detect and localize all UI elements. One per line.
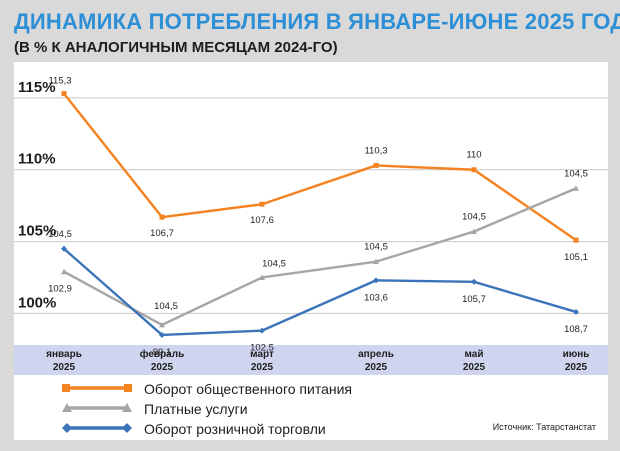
data-label-gray: 104,5 [262, 258, 286, 269]
legend-label-orange: Оборот общественного питания [144, 381, 352, 397]
x-tick-month: апрель [358, 349, 394, 360]
legend-marker-orange [62, 384, 132, 392]
data-label-gray: 104,5 [154, 301, 178, 312]
data-point-blue [61, 245, 67, 252]
data-label-blue: 105,7 [462, 294, 486, 305]
data-point-orange [373, 162, 379, 168]
legend-item-gray: Платные услуги [62, 400, 248, 420]
series-line-blue [63, 247, 577, 337]
data-point-gray [259, 274, 265, 280]
data-label-gray: 104,5 [564, 168, 588, 179]
legend-label-gray: Платные услуги [144, 401, 248, 417]
data-label-gray: 102,9 [48, 284, 72, 295]
data-label-orange: 105,1 [564, 252, 588, 263]
data-point-orange [159, 214, 165, 220]
data-label-orange: 106,7 [150, 228, 174, 239]
data-label-gray: 104,5 [364, 242, 388, 253]
data-point-orange [259, 201, 265, 207]
data-point-blue [159, 331, 165, 338]
data-label-orange: 115,3 [48, 76, 71, 87]
x-tick-month: февраль [140, 348, 185, 360]
x-tick-month: март [250, 349, 274, 360]
y-tick-label: 115% [18, 79, 56, 96]
x-tick-year: 2025 [463, 362, 486, 373]
data-label-blue: 104,5 [48, 229, 72, 240]
data-label-blue: 108,7 [564, 324, 588, 335]
legend-marker-blue [62, 423, 132, 433]
data-point-orange [573, 237, 579, 243]
x-tick-year: 2025 [151, 362, 174, 373]
x-tick-year: 2025 [53, 362, 76, 373]
data-point-gray [61, 268, 67, 275]
data-point-blue [573, 308, 579, 315]
data-point-gray [573, 185, 579, 191]
y-tick-label: 105% [18, 223, 56, 240]
data-point-blue [373, 277, 379, 284]
y-tick-label: 100% [18, 294, 56, 311]
data-point-gray [373, 258, 379, 265]
data-label-orange: 110,3 [364, 145, 387, 156]
data-point-orange [61, 91, 67, 97]
x-axis-band [14, 345, 608, 375]
x-tick-month: май [465, 349, 484, 360]
data-label-gray: 104,5 [462, 212, 486, 223]
legend-marker-gray [62, 403, 132, 412]
data-point-gray [159, 321, 165, 328]
data-point-blue [259, 327, 265, 334]
x-tick-year: 2025 [565, 362, 588, 373]
data-label-blue: 102,5 [250, 343, 274, 354]
chart-panel: 100% 105% 110% 115% январь 2025 февраль 2025 мар… [14, 62, 608, 440]
data-label-orange: 110 [466, 150, 481, 161]
legend-label-blue: Оборот розничной торговли [144, 421, 326, 437]
y-tick-label: 110% [18, 151, 56, 168]
line-chart: 100% 105% 110% 115% январь 2025 февраль 2025 мар… [14, 76, 608, 375]
chart-title: ДИНАМИКА ПОТРЕБЛЕНИЯ В ЯНВАРЕ-ИЮНЕ 2025 … [14, 9, 620, 34]
series-line-gray [63, 187, 577, 327]
series-line-orange [63, 92, 577, 242]
data-point-blue [471, 278, 477, 285]
x-tick-year: 2025 [365, 362, 388, 373]
data-point-gray [471, 228, 477, 235]
data-label-blue: 103,6 [364, 292, 388, 303]
legend-item-blue: Оборот розничной торговли [62, 420, 326, 440]
x-tick-month: январь [46, 349, 82, 360]
data-label-blue: 99,1 [153, 347, 172, 358]
x-tick-year: 2025 [251, 362, 274, 373]
data-label-orange: 107,6 [250, 215, 274, 226]
x-tick-month: июнь [563, 349, 590, 360]
source-note: Источник: Татарстанстат [492, 422, 596, 432]
legend-item-orange: Оборот общественного питания [62, 380, 352, 400]
chart-subtitle: (В % К АНАЛОГИЧНЫМ МЕСЯЦАМ 2024-ГО) [14, 39, 338, 56]
data-point-orange [471, 167, 477, 173]
